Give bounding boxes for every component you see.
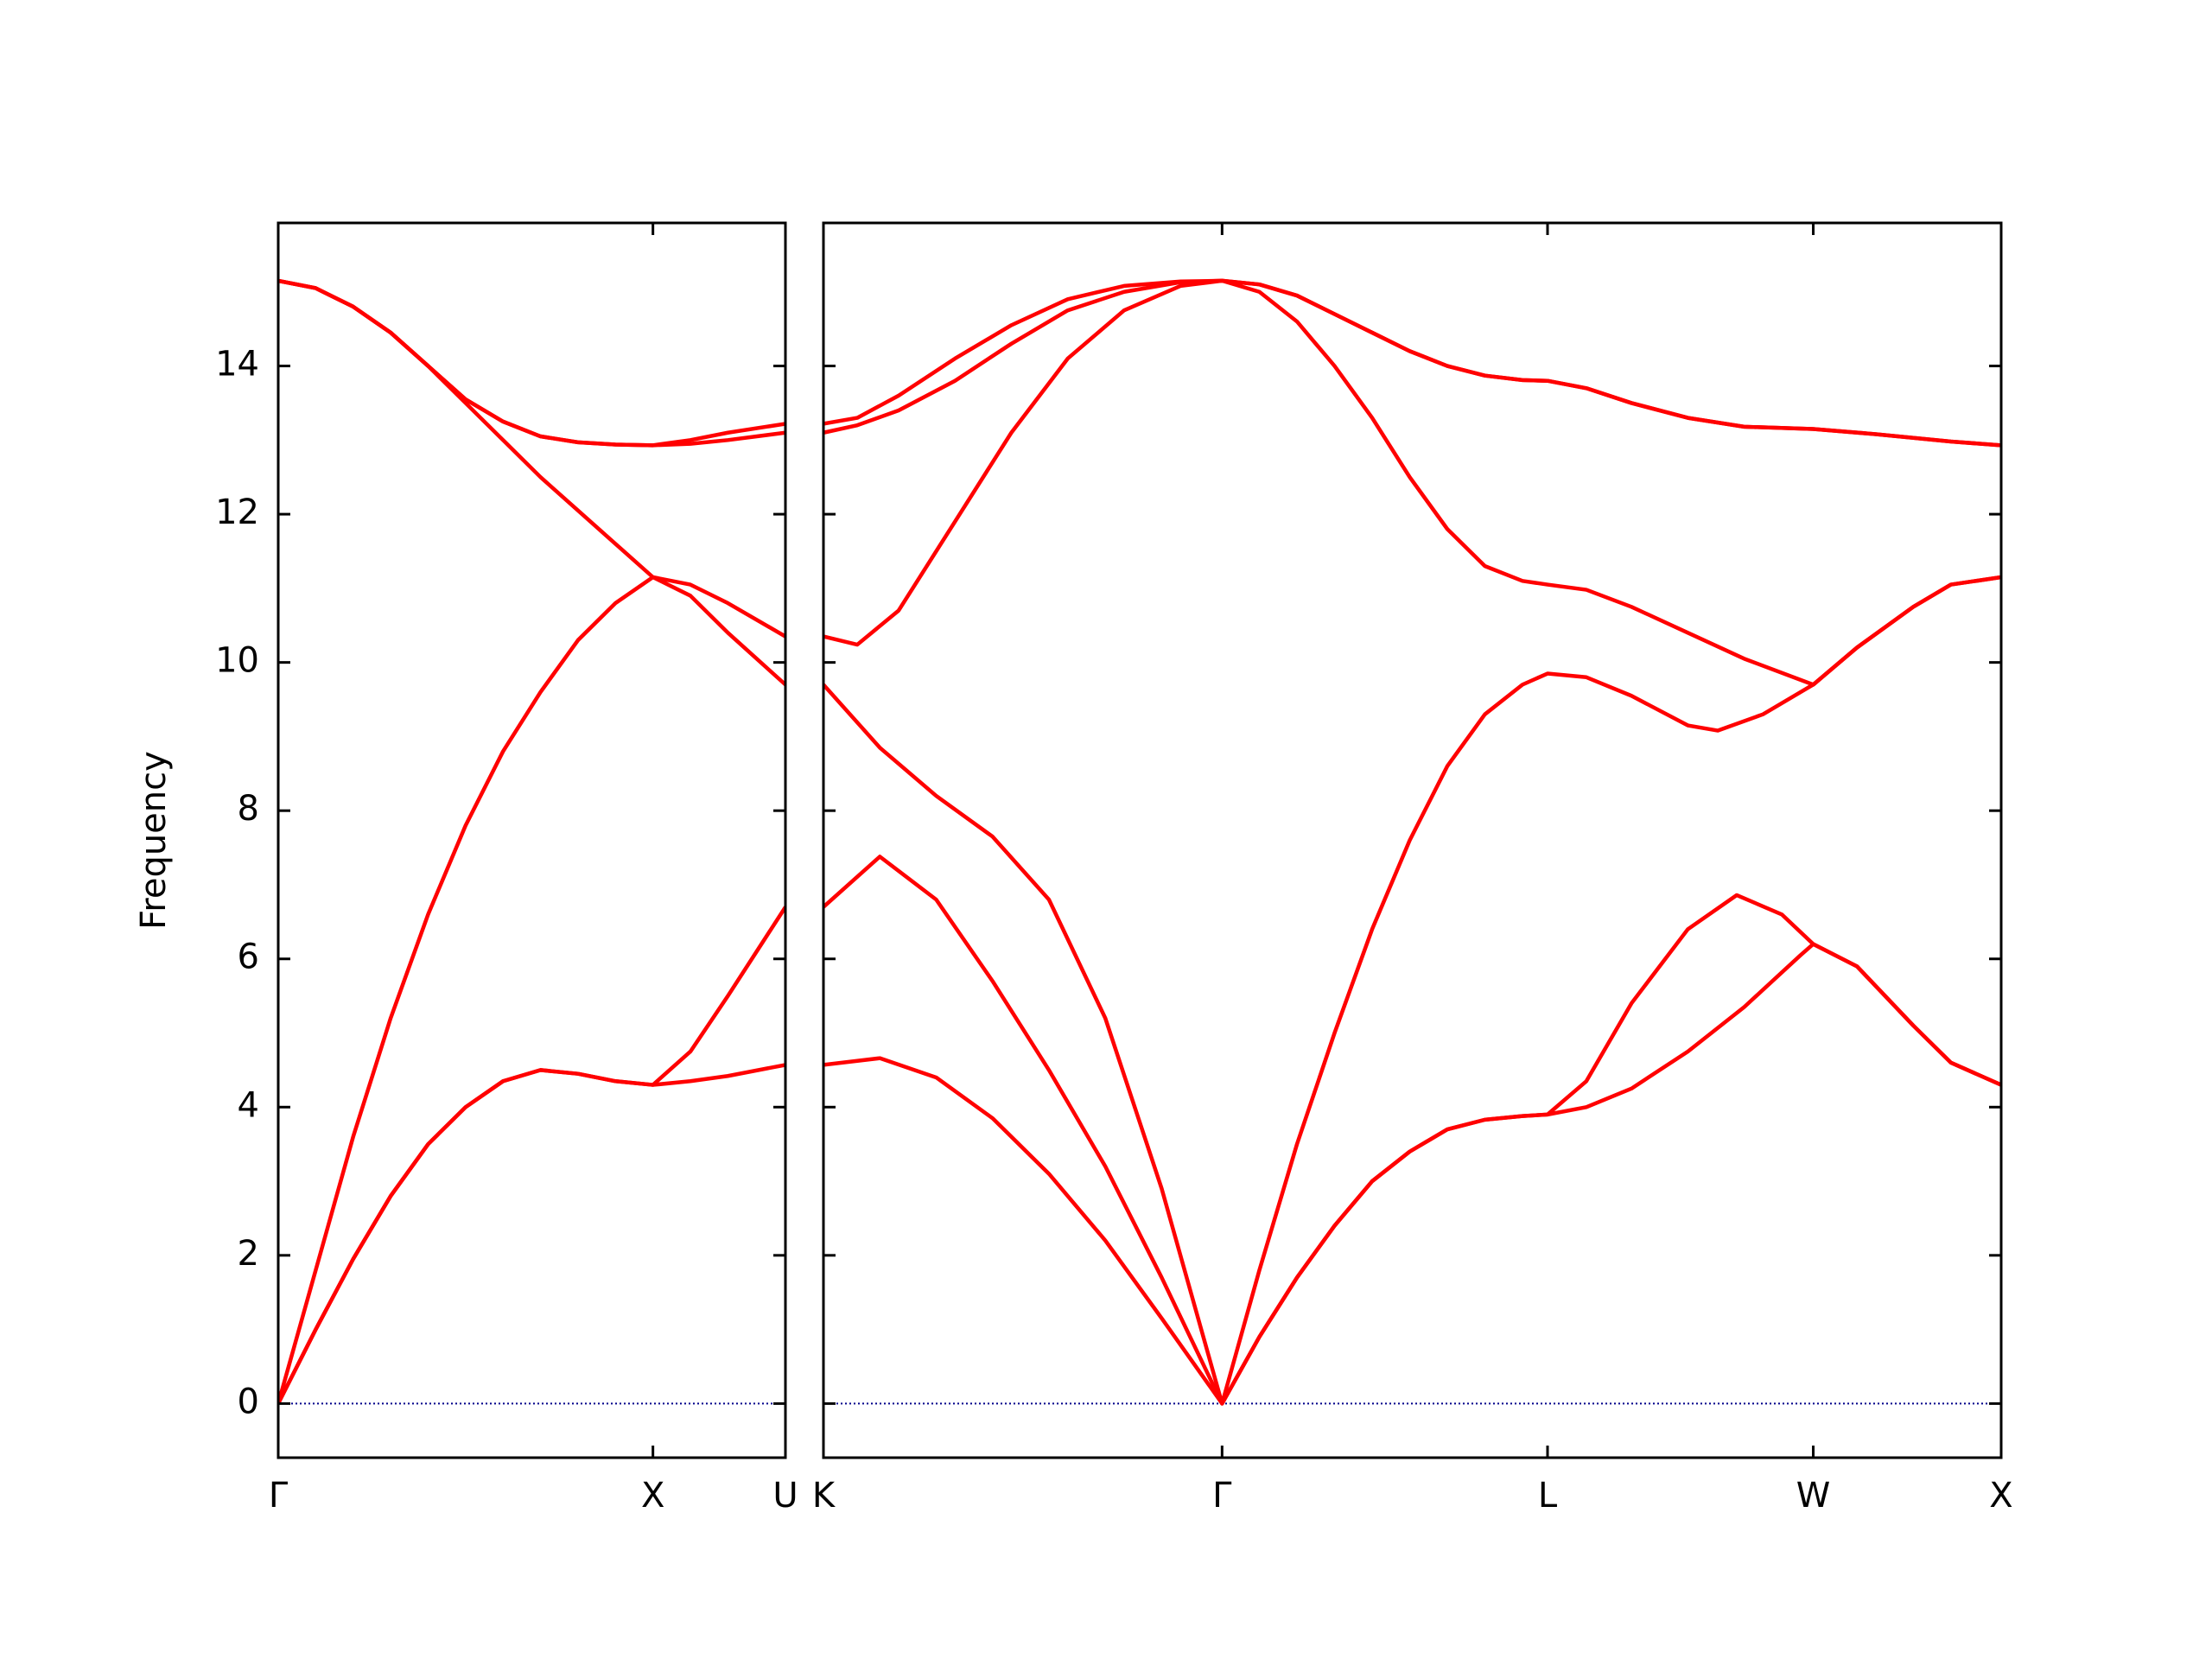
- band-line: [823, 278, 2001, 448]
- band-line: [823, 278, 2001, 687]
- y-tick-label: 8: [238, 789, 259, 829]
- plot-frame: [276, 221, 787, 1459]
- band-line: [823, 575, 2001, 1406]
- y-tick-label: 4: [238, 1085, 259, 1125]
- x-tick-label: Γ: [1212, 1476, 1232, 1516]
- band-line: [278, 575, 785, 1404]
- band-line: [278, 278, 785, 687]
- band-line: [278, 906, 785, 1405]
- x-tick-label: X: [1989, 1476, 2012, 1516]
- y-tick-label: 6: [238, 938, 259, 977]
- band-line: [278, 278, 785, 448]
- x-tick-label: X: [641, 1476, 664, 1516]
- x-tick-label: Γ: [269, 1476, 289, 1516]
- x-tick-label: U: [772, 1476, 798, 1516]
- band-line: [823, 278, 2001, 448]
- x-tick-label: K: [812, 1476, 836, 1516]
- plot-frame: [822, 221, 2003, 1459]
- band-line: [823, 942, 2001, 1406]
- y-tick-label: 0: [238, 1382, 259, 1421]
- band-line: [278, 1063, 785, 1405]
- y-tick-label: 2: [238, 1234, 259, 1274]
- y-tick-label: 14: [215, 345, 259, 385]
- y-axis-label: Frequency: [134, 751, 174, 930]
- y-tick-label: 12: [215, 493, 259, 532]
- x-tick-label: L: [1538, 1476, 1558, 1516]
- band-line: [823, 855, 2001, 1406]
- x-tick-label: W: [1796, 1476, 1831, 1516]
- y-tick-label: 10: [215, 641, 259, 681]
